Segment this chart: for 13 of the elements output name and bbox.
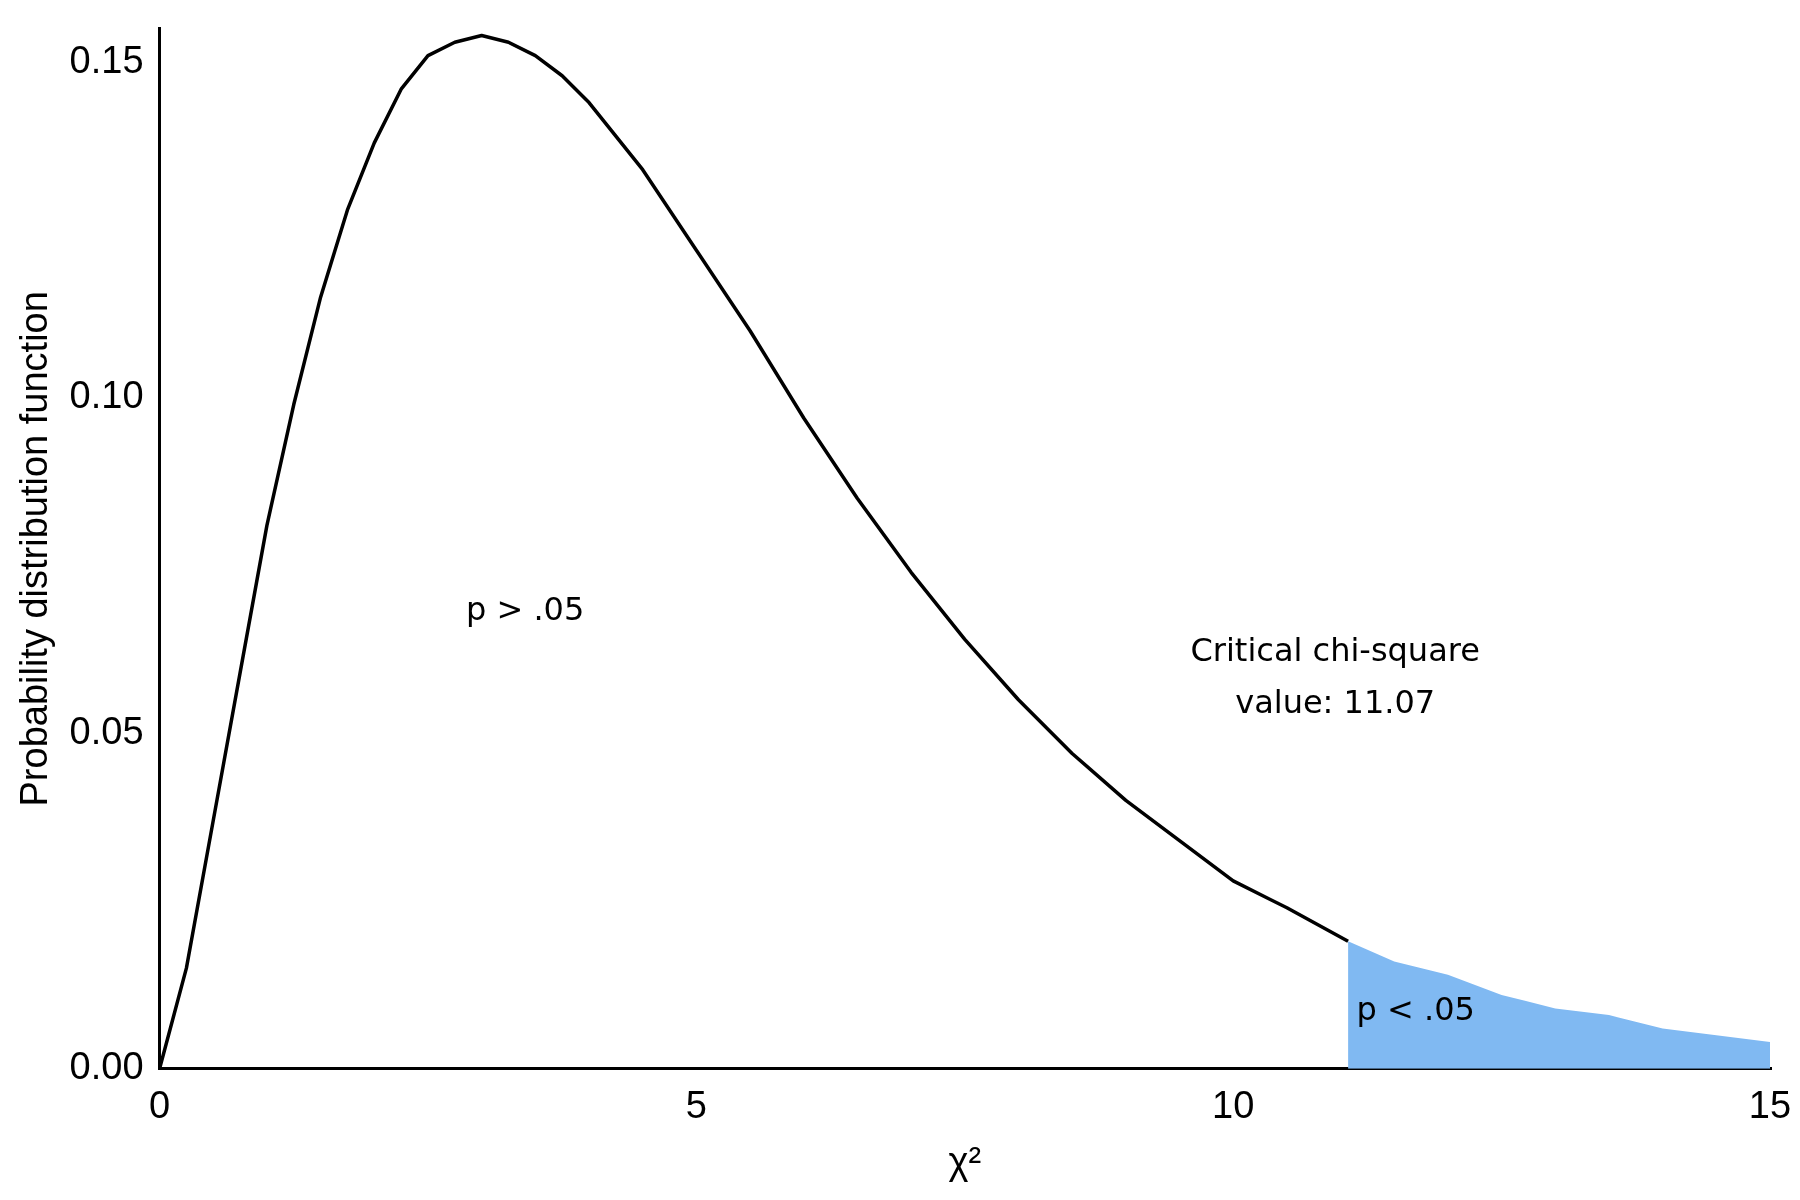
y-axis-title: Probability distribution function [13,291,56,807]
annotation: p > .05 [465,589,585,628]
x-tick-label: 0 [148,1084,171,1127]
x-tick-label: 15 [1748,1084,1792,1127]
y-tick-label: 0.00 [69,1045,144,1088]
y-tick-label: 0.15 [69,38,144,81]
x-axis-title: χ² [948,1139,982,1182]
y-tick-label: 0.05 [69,709,144,752]
annotation: Critical chi-square value: 11.07 [1190,631,1480,722]
x-tick-label: 10 [1212,1084,1255,1127]
x-tick-label: 5 [685,1084,707,1127]
annotation: p < .05 [1356,989,1475,1028]
y-tick-label: 0.10 [69,374,144,417]
